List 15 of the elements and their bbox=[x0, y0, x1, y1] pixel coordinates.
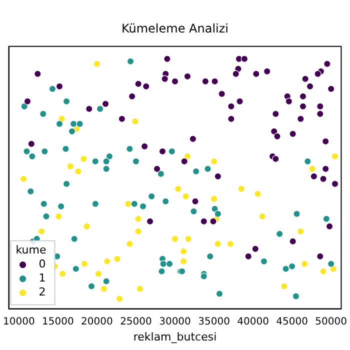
x-tick-label: 25000 bbox=[120, 316, 152, 328]
x-tick-label: 50000 bbox=[315, 316, 347, 328]
legend-label: 2 bbox=[38, 286, 46, 299]
chart-title: Kümeleme Analizi bbox=[121, 21, 229, 36]
x-tick-label: 35000 bbox=[198, 316, 230, 328]
x-tick-label: 30000 bbox=[159, 316, 191, 328]
x-tick-label: 20000 bbox=[81, 316, 113, 328]
legend-title: kume bbox=[16, 244, 46, 257]
x-tick-label: 10000 bbox=[3, 316, 35, 328]
legend-label: 0 bbox=[38, 258, 46, 271]
x-tick-label: 45000 bbox=[276, 316, 308, 328]
x-axis-title: reklam_butcesi bbox=[133, 330, 217, 344]
x-tick-label: 40000 bbox=[237, 316, 269, 328]
legend-label: 1 bbox=[38, 272, 46, 285]
x-tick-label: 15000 bbox=[42, 316, 74, 328]
